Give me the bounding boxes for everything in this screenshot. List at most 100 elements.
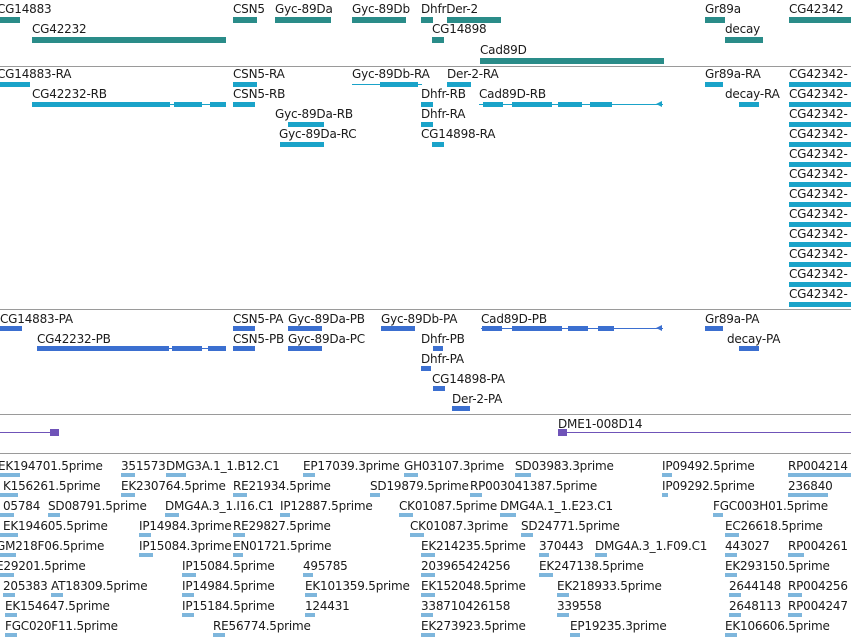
transcript-bar[interactable] xyxy=(789,242,851,247)
est-bar[interactable] xyxy=(557,593,569,597)
est-label[interactable]: DMG4A.3_1.I16.C1 xyxy=(165,499,274,513)
protein-label[interactable]: decay-PA xyxy=(727,332,781,346)
gene-label[interactable]: CG14883 xyxy=(0,2,52,16)
protein-bar[interactable] xyxy=(482,326,502,331)
est-bar[interactable] xyxy=(662,473,672,477)
est-bar[interactable] xyxy=(539,573,553,577)
est-bar[interactable] xyxy=(788,613,802,617)
est-label[interactable]: 443027 xyxy=(725,539,770,553)
est-bar[interactable] xyxy=(0,553,16,557)
transcript-bar[interactable] xyxy=(0,82,30,87)
transcript-label[interactable]: Dhfr-RB xyxy=(421,87,466,101)
transcript-bar[interactable] xyxy=(739,102,759,107)
est-bar[interactable] xyxy=(788,553,804,557)
est-label[interactable]: RE21934.5prime xyxy=(233,479,331,493)
protein-label[interactable]: Gyc-89Da-PB xyxy=(288,312,365,326)
protein-label[interactable]: Dhfr-PA xyxy=(421,352,464,366)
gene-bar[interactable] xyxy=(32,37,226,43)
est-bar[interactable] xyxy=(725,533,739,537)
gene-bar[interactable] xyxy=(0,17,20,23)
protein-bar[interactable] xyxy=(233,326,255,331)
est-label[interactable]: 351573 xyxy=(121,459,166,473)
est-label[interactable]: EK154647.5prime xyxy=(5,599,110,613)
est-label[interactable]: EK218933.5prime xyxy=(557,579,662,593)
gene-label[interactable]: Gr89a xyxy=(705,2,741,16)
est-bar[interactable] xyxy=(470,493,482,497)
est-bar[interactable] xyxy=(303,473,315,477)
transcript-label[interactable]: Dhfr-RA xyxy=(421,107,466,121)
protein-label[interactable]: Der-2-PA xyxy=(452,392,503,406)
est-bar[interactable] xyxy=(570,633,580,637)
gene-bar[interactable] xyxy=(789,17,851,23)
est-label[interactable]: DMG4A.3_1.F09.C1 xyxy=(595,539,708,553)
protein-bar[interactable] xyxy=(433,386,445,391)
protein-bar[interactable] xyxy=(0,326,22,331)
transcript-bar[interactable] xyxy=(512,102,552,107)
transcript-bar[interactable] xyxy=(210,102,226,107)
transcript-bar[interactable] xyxy=(789,302,851,307)
est-label[interactable]: 2644148 xyxy=(729,579,782,593)
est-label[interactable]: IP09292.5prime xyxy=(662,479,755,493)
protein-bar[interactable] xyxy=(598,326,614,331)
est-label[interactable]: SD08791.5prime xyxy=(48,499,147,513)
transcript-bar[interactable] xyxy=(421,102,433,107)
gene-label[interactable]: Cad89D xyxy=(480,43,527,57)
gene-bar[interactable] xyxy=(705,17,725,23)
est-label[interactable]: IP15084.5prime xyxy=(182,559,275,573)
est-label[interactable]: SD19879.5prime xyxy=(370,479,469,493)
est-bar[interactable] xyxy=(788,593,802,597)
est-bar[interactable] xyxy=(557,613,569,617)
protein-bar[interactable] xyxy=(381,326,415,331)
transcript-label[interactable]: Gr89a-RA xyxy=(705,67,761,81)
est-bar[interactable] xyxy=(595,553,607,557)
est-bar[interactable] xyxy=(0,573,14,577)
est-label[interactable]: 203965424256 xyxy=(421,559,511,573)
gene-label[interactable]: decay xyxy=(725,22,761,36)
est-bar[interactable] xyxy=(305,593,317,597)
est-label[interactable]: IP09492.5prime xyxy=(662,459,755,473)
transcript-bar[interactable] xyxy=(233,82,257,87)
est-bar[interactable] xyxy=(725,573,737,577)
est-bar[interactable] xyxy=(0,533,18,537)
transcript-label[interactable]: CSN5-RB xyxy=(233,87,286,101)
gene-bar[interactable] xyxy=(352,17,406,23)
gene-label[interactable]: DhfrDer-2 xyxy=(421,2,478,16)
protein-label[interactable]: Dhfr-PB xyxy=(421,332,465,346)
protein-label[interactable]: Gr89a-PA xyxy=(705,312,760,326)
est-label[interactable]: FGC020F11.5prime xyxy=(5,619,118,633)
est-bar[interactable] xyxy=(713,513,723,517)
transcript-label[interactable]: Gyc-89Da-RC xyxy=(279,127,357,141)
transcript-label[interactable]: CSN5-RA xyxy=(233,67,285,81)
transcript-label[interactable]: CG42342- xyxy=(789,287,848,301)
protein-bar[interactable] xyxy=(739,346,759,351)
transcript-bar[interactable] xyxy=(380,82,418,87)
transcript-label[interactable]: decay-RA xyxy=(725,87,780,101)
est-bar[interactable] xyxy=(725,553,737,557)
transcript-bar[interactable] xyxy=(483,102,503,107)
est-label[interactable]: EK293150.5prime xyxy=(725,559,830,573)
protein-bar[interactable] xyxy=(705,326,723,331)
est-label[interactable]: EK101359.5prime xyxy=(305,579,410,593)
transcript-label[interactable]: CG42342- xyxy=(789,247,848,261)
transcript-bar[interactable] xyxy=(789,222,851,227)
est-label[interactable]: SD03983.3prime xyxy=(515,459,614,473)
transcript-label[interactable]: CG42342- xyxy=(789,167,848,181)
transcript-bar[interactable] xyxy=(558,102,582,107)
transcript-label[interactable]: CG42342- xyxy=(789,67,848,81)
transcript-label[interactable]: CG42342- xyxy=(789,267,848,281)
est-bar[interactable] xyxy=(410,533,424,537)
est-label[interactable]: RE56774.5prime xyxy=(213,619,311,633)
transcript-bar[interactable] xyxy=(421,122,433,127)
est-label[interactable]: 339558 xyxy=(557,599,602,613)
gene-bar[interactable] xyxy=(233,17,257,23)
est-label[interactable]: IP12887.5prime xyxy=(280,499,373,513)
protein-label[interactable]: Gyc-89Da-PC xyxy=(288,332,365,346)
gene-label[interactable]: Gyc-89Da xyxy=(275,2,333,16)
est-label[interactable]: DMG3A.1_1.B12.C1 xyxy=(166,459,280,473)
transcript-bar[interactable] xyxy=(705,82,723,87)
gene-label[interactable]: CSN5 xyxy=(233,2,265,16)
est-label[interactable]: 05784 xyxy=(3,499,41,513)
protein-bar[interactable] xyxy=(37,346,169,351)
est-label[interactable]: 124431 xyxy=(305,599,350,613)
est-bar[interactable] xyxy=(421,633,435,637)
